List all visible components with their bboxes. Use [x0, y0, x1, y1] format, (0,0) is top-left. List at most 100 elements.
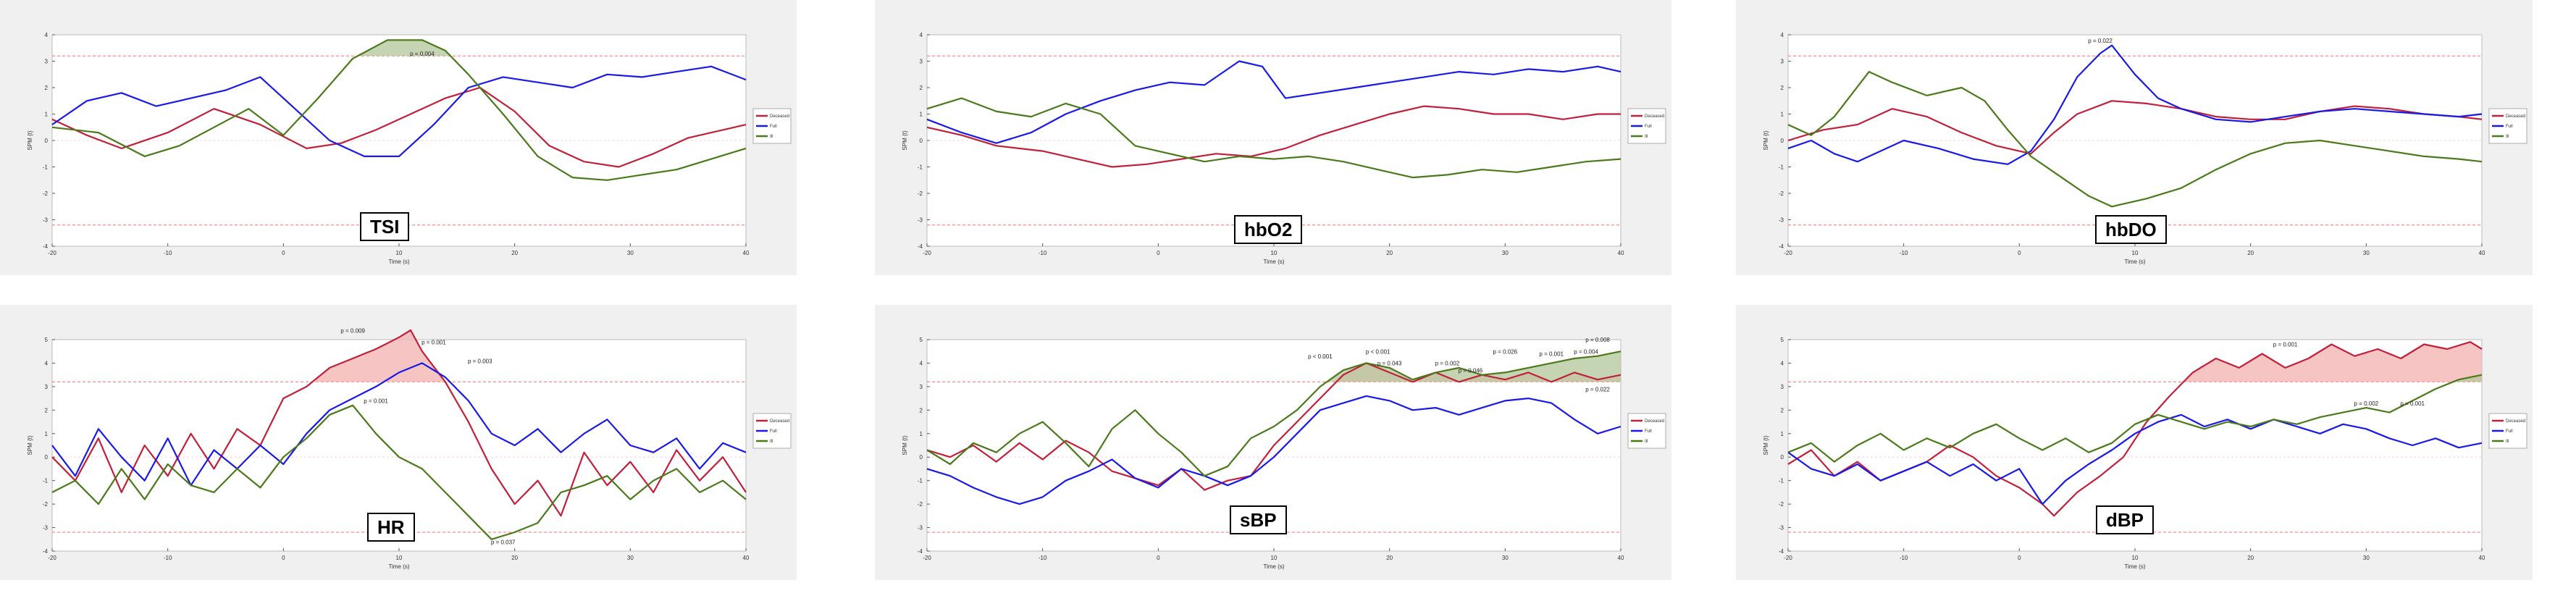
x-tick-label: 30: [1502, 555, 1509, 561]
legend-label: Ill: [770, 440, 773, 444]
legend-label: Ill: [2506, 135, 2509, 139]
x-tick-label: 40: [2479, 250, 2485, 256]
legend-label: Deceased: [2506, 419, 2525, 424]
legend-label: Full: [1645, 429, 1652, 434]
x-tick-label: 30: [2363, 250, 2370, 256]
y-tick-label: -2: [918, 501, 923, 508]
y-tick-label: 5: [1781, 337, 1784, 343]
p-value-annotation: p < 0.001: [1308, 353, 1333, 360]
x-tick-label: 40: [1618, 250, 1624, 256]
x-axis-title: Time (s): [388, 563, 409, 570]
x-tick-label: -10: [164, 250, 172, 256]
p-value-annotation: p = 0.022: [2088, 38, 2113, 44]
variable-label: sBP: [1230, 505, 1287, 534]
y-tick-label: 4: [1781, 360, 1784, 366]
y-tick-label: 0: [1781, 454, 1784, 461]
series-line-full: [926, 395, 1621, 505]
x-tick-label: 40: [743, 555, 750, 561]
x-tick-label: -10: [1039, 250, 1047, 256]
x-tick-label: 30: [2363, 555, 2370, 561]
y-axis-title: SPM {t}: [902, 435, 908, 455]
series-line-full: [926, 60, 1621, 144]
p-value-annotation: p = 0.001: [2273, 342, 2298, 348]
p-value-annotation: p = 0.002: [2354, 400, 2379, 407]
p-value-annotation: p = 0.008: [1585, 337, 1610, 343]
x-tick-label: -20: [48, 250, 56, 256]
x-tick-label: -20: [48, 555, 56, 561]
x-axis-title: Time (s): [1263, 563, 1284, 570]
y-tick-label: -4: [918, 243, 923, 250]
y-axis-title: SPM {t}: [1763, 435, 1769, 455]
legend-label: Deceased: [2506, 114, 2525, 119]
y-tick-label: 2: [1781, 407, 1784, 413]
p-value-annotation: p = 0.043: [1377, 361, 1402, 367]
x-tick-label: 10: [1271, 250, 1277, 256]
y-tick-label: 3: [1781, 384, 1784, 390]
series-line-ill: [1787, 374, 2483, 463]
y-tick-label: 2: [45, 407, 49, 413]
legend-label: Ill: [770, 135, 773, 139]
p-value-annotation: p = 0.001: [1539, 351, 1564, 358]
series-line-full: [1787, 44, 2483, 165]
chart-panel-sbp: -20 -10 0 10 20 30 40 -4 -3 -2 -1 0 1 2 3 4 5 Time (s) SPM…: [875, 305, 1671, 580]
series-line-ill: [926, 350, 1621, 477]
series-line-full: [1787, 413, 2483, 505]
x-axis-title: Time (s): [2124, 259, 2145, 265]
chart-panel-dbp: -20 -10 0 10 20 30 40 -4 -3 -2 -1 0 1 2 3 4 5 Time (s) SPM…: [1736, 305, 2533, 580]
x-tick-label: 40: [1618, 555, 1624, 561]
x-axis-title: Time (s): [388, 259, 409, 265]
series-line-deceased: [926, 105, 1621, 168]
x-tick-label: 20: [511, 250, 518, 256]
legend-label: Full: [2506, 429, 2513, 434]
y-tick-label: -4: [918, 548, 923, 555]
x-axis-title: Time (s): [1263, 259, 1284, 265]
legend-label: Full: [770, 429, 777, 434]
series-line-ill: [926, 97, 1621, 179]
x-tick-label: -20: [923, 250, 931, 256]
y-tick-label: 0: [920, 454, 923, 461]
x-tick-label: 30: [627, 555, 634, 561]
variable-label: HR: [367, 513, 415, 542]
chart-panel-hr: -20 -10 0 10 20 30 40 -4 -3 -2 -1 0 1 2 3 4 5 Time (s) SPM…: [0, 305, 797, 580]
x-tick-label: -10: [164, 555, 172, 561]
x-tick-label: 20: [2247, 250, 2254, 256]
cluster-fill: [2183, 342, 2482, 382]
legend-label: Full: [2506, 125, 2513, 129]
x-tick-label: 0: [2018, 250, 2021, 256]
x-tick-label: 0: [282, 555, 285, 561]
y-tick-label: -3: [918, 525, 923, 532]
p-value-annotation: p = 0.009: [340, 327, 365, 334]
p-value-annotation: p = 0.001: [421, 339, 446, 345]
x-tick-label: 40: [2479, 555, 2485, 561]
x-tick-label: 10: [396, 250, 403, 256]
y-tick-label: 3: [920, 59, 923, 65]
p-value-annotation: p = 0.001: [364, 398, 388, 405]
x-tick-label: -20: [1784, 555, 1792, 561]
chart-panel-tsi: -20 -10 0 10 20 30 40 -4 -3 -2 -1 0 1 2 3 4 Time (s) SPM …: [0, 0, 797, 275]
y-axis-title: SPM {t}: [27, 130, 33, 150]
x-axis-title: Time (s): [2124, 563, 2145, 570]
y-axis-title: SPM {t}: [902, 130, 908, 150]
y-tick-label: -1: [918, 478, 923, 484]
y-tick-label: 3: [1781, 59, 1784, 65]
y-tick-label: 0: [1781, 138, 1784, 144]
x-tick-label: 0: [1157, 250, 1160, 256]
y-tick-label: -2: [918, 190, 923, 197]
variable-label: hbO2: [1234, 215, 1303, 244]
p-value-annotation: p = 0.004: [410, 51, 435, 57]
y-tick-label: 3: [920, 384, 923, 390]
legend-label: Deceased: [1645, 419, 1664, 424]
y-tick-label: 1: [920, 431, 923, 437]
y-tick-label: 2: [45, 85, 49, 91]
y-tick-label: -4: [43, 548, 49, 555]
x-tick-label: 20: [511, 555, 518, 561]
y-tick-label: -2: [1779, 190, 1784, 197]
y-tick-label: 2: [920, 407, 923, 413]
legend-label: Full: [770, 125, 777, 129]
x-tick-label: -10: [1039, 555, 1047, 561]
p-value-annotation: p < 0.001: [1366, 348, 1390, 355]
